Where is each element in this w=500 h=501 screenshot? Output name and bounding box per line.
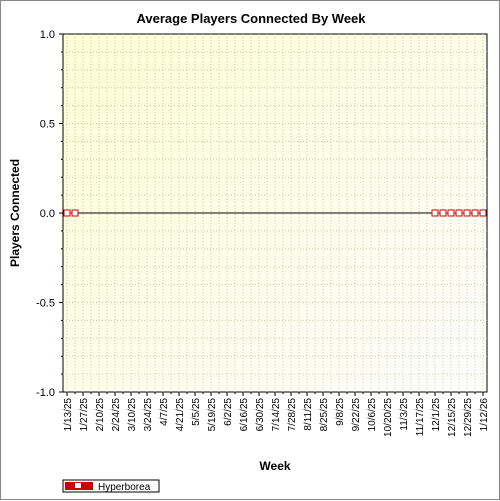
x-tick-label: 4/21/25 xyxy=(175,398,186,432)
x-tick-label: 3/10/25 xyxy=(127,398,138,432)
legend-label: Hyperborea xyxy=(98,482,151,493)
x-tick-label: 7/14/25 xyxy=(271,398,282,432)
y-axis-title: Players Connected xyxy=(8,159,22,267)
x-tick-label: 7/28/25 xyxy=(287,398,298,432)
x-tick-label: 1/27/25 xyxy=(79,398,90,432)
x-tick-label: 1/12/26 xyxy=(479,398,490,432)
y-axis-ticks: 1.0 0.5 0.0 -0.5 -1.0 xyxy=(36,29,63,399)
x-tick-label: 2/10/25 xyxy=(95,398,106,432)
data-point xyxy=(455,209,463,217)
data-point xyxy=(431,209,439,217)
x-tick-label: 12/29/25 xyxy=(463,398,474,437)
data-point xyxy=(439,209,447,217)
data-point xyxy=(71,209,79,217)
x-tick-label: 5/19/25 xyxy=(207,398,218,432)
y-tick-label: 0.5 xyxy=(40,119,55,131)
data-point xyxy=(479,209,487,217)
x-tick-label: 12/1/25 xyxy=(431,398,442,432)
x-tick-label: 4/7/25 xyxy=(159,398,170,426)
data-point xyxy=(447,209,455,217)
y-tick-label: -1.0 xyxy=(36,387,55,399)
legend: Hyperborea xyxy=(62,479,160,493)
x-tick-label: 6/16/25 xyxy=(239,398,250,432)
data-point xyxy=(471,209,479,217)
x-tick-label: 10/6/25 xyxy=(367,398,378,432)
y-tick-label: 0.0 xyxy=(40,208,55,220)
x-tick-label: 9/22/25 xyxy=(351,398,362,432)
x-tick-label: 5/5/25 xyxy=(191,398,202,426)
x-axis-title: Week xyxy=(259,459,290,473)
x-tick-label: 10/20/25 xyxy=(383,398,394,437)
x-tick-label: 12/15/25 xyxy=(447,398,458,437)
x-axis-ticks: 1/13/25 1/27/25 2/10/25 2/24/25 3/10/25 3/24/… xyxy=(63,392,490,437)
chart-title: Average Players Connected By Week xyxy=(136,11,366,26)
x-tick-label: 9/8/25 xyxy=(335,398,346,426)
x-tick-label: 2/24/25 xyxy=(111,398,122,432)
x-tick-label: 1/13/25 xyxy=(63,398,74,432)
series-layer xyxy=(63,209,487,217)
x-tick-label: 8/25/25 xyxy=(319,398,330,432)
x-tick-label: 3/24/25 xyxy=(143,398,154,432)
x-tick-label: 11/17/25 xyxy=(415,398,426,437)
data-point xyxy=(463,209,471,217)
y-tick-label: -0.5 xyxy=(36,298,55,310)
x-tick-label: 6/30/25 xyxy=(255,398,266,432)
x-tick-label: 6/2/25 xyxy=(223,398,234,426)
x-tick-label: 8/11/25 xyxy=(303,398,314,431)
x-tick-label: 11/3/25 xyxy=(399,398,410,431)
data-point xyxy=(63,209,71,217)
y-tick-label: 1.0 xyxy=(40,29,55,41)
legend-marker xyxy=(75,483,81,488)
